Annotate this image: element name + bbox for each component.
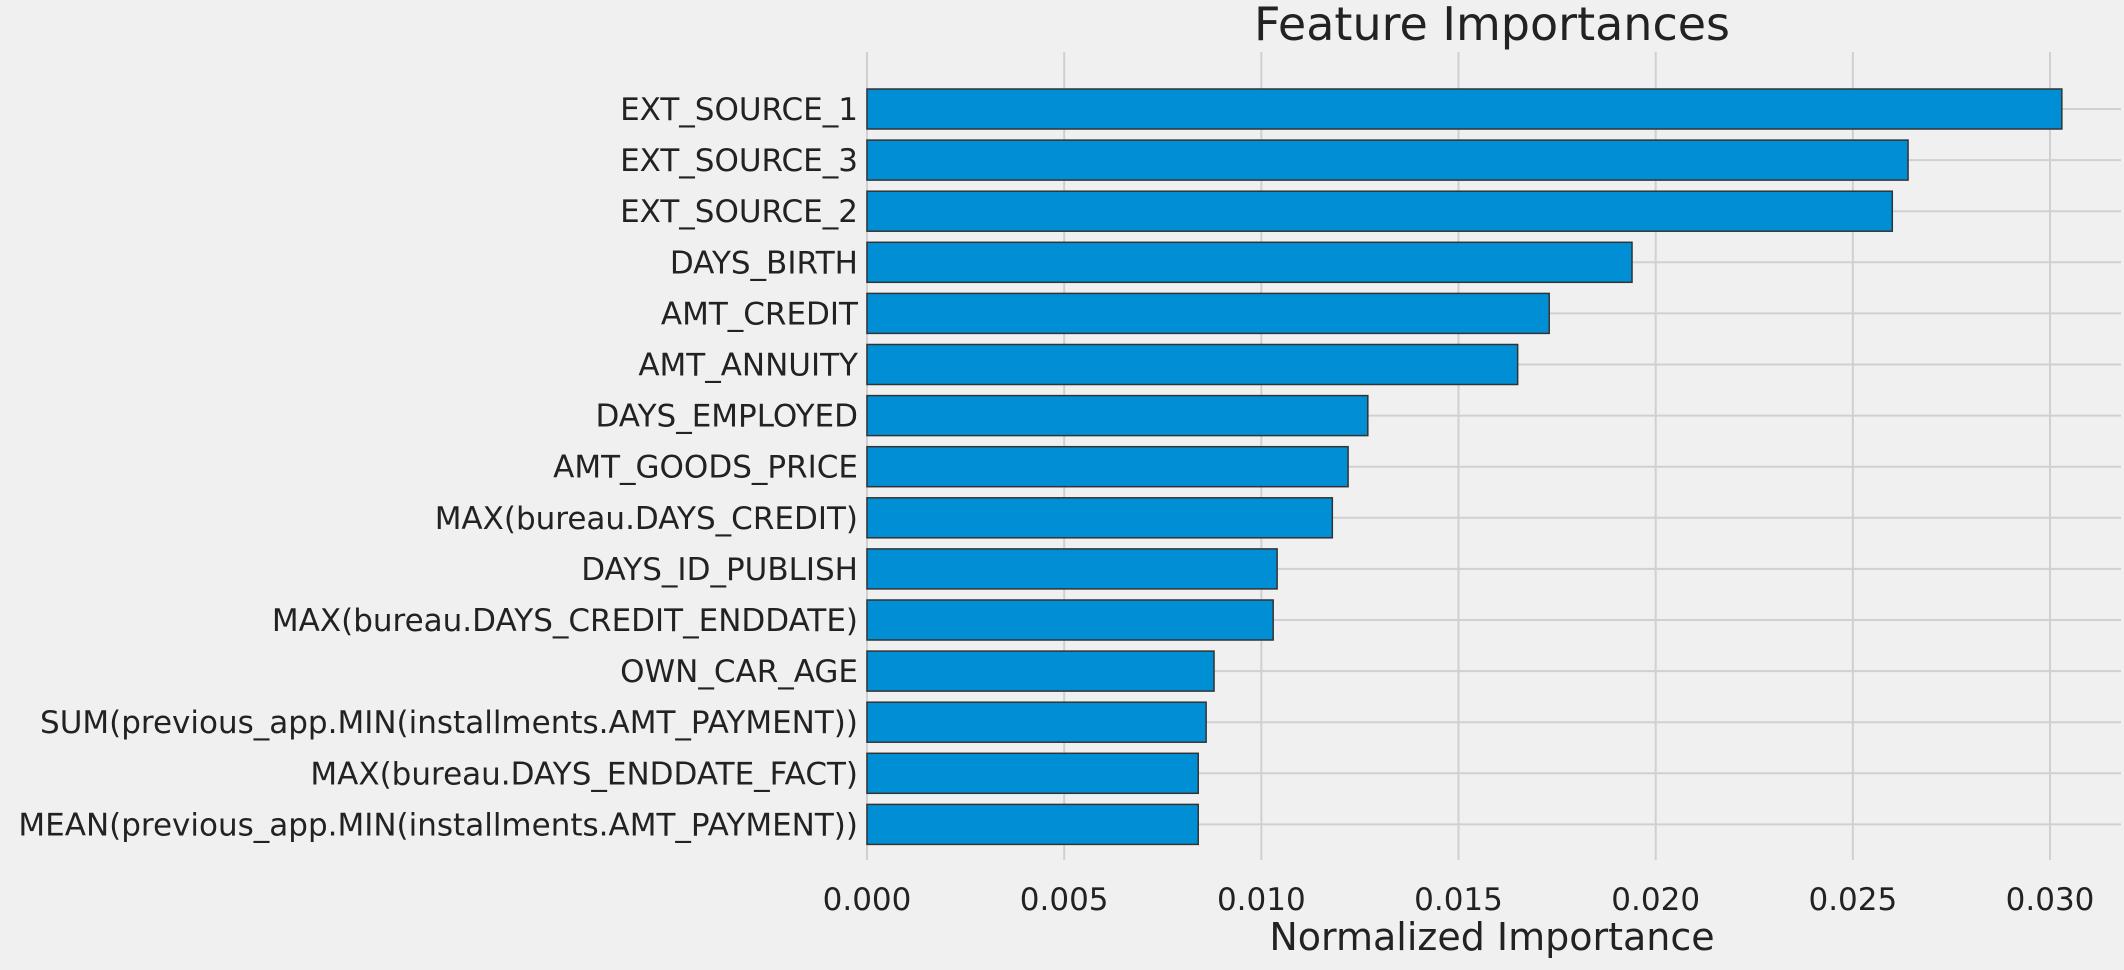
- bar: [866, 139, 1909, 181]
- bar: [866, 650, 1215, 692]
- bar: [866, 803, 1199, 846]
- category-label: OWN_CAR_AGE: [620, 654, 858, 690]
- bar: [866, 548, 1278, 590]
- x-tick-label: 0.010: [1217, 882, 1306, 918]
- bar: [866, 701, 1207, 743]
- category-label: EXT_SOURCE_3: [620, 143, 858, 179]
- bar: [866, 88, 2063, 130]
- x-tick-label: 0.020: [1611, 882, 1700, 918]
- category-label: MEAN(previous_app.MIN(installments.AMT_P…: [18, 807, 858, 843]
- category-labels: EXT_SOURCE_1 EXT_SOURCE_3 EXT_SOURCE_2 DAYS…: [18, 92, 859, 843]
- x-tick-label: 0.025: [1808, 882, 1897, 918]
- bar: [866, 445, 1349, 488]
- category-label: EXT_SOURCE_2: [620, 194, 858, 230]
- bar: [866, 599, 1274, 641]
- category-label: DAYS_ID_PUBLISH: [581, 552, 858, 588]
- category-label: MAX(bureau.DAYS_CREDIT): [435, 501, 858, 537]
- bar: [866, 343, 1519, 386]
- category-label: MAX(bureau.DAYS_ENDDATE_FACT): [310, 756, 858, 792]
- category-label: AMT_CREDIT: [661, 296, 859, 332]
- category-label: AMT_GOODS_PRICE: [553, 450, 858, 486]
- bars-group: [866, 88, 2063, 846]
- x-tick-labels: 0.000 0.005 0.010 0.015 0.020 0.025 0.030: [823, 882, 2095, 918]
- chart-title: Feature Importances: [1254, 0, 1730, 51]
- x-axis-label: Normalized Importance: [1269, 915, 1714, 959]
- bar: [866, 241, 1633, 284]
- category-label: MAX(bureau.DAYS_CREDIT_ENDDATE): [272, 603, 858, 639]
- x-tick-label: 0.005: [1020, 882, 1109, 918]
- bar: [866, 190, 1894, 232]
- bar: [866, 497, 1334, 539]
- x-tick-label: 0.015: [1414, 882, 1503, 918]
- category-label: DAYS_BIRTH: [670, 245, 858, 281]
- bar: [866, 752, 1199, 795]
- category-label: EXT_SOURCE_1: [620, 92, 858, 128]
- category-label: AMT_ANNUITY: [638, 348, 858, 384]
- x-tick-label: 0.000: [823, 882, 912, 918]
- bar: [866, 394, 1369, 437]
- category-label: SUM(previous_app.MIN(installments.AMT_PA…: [40, 705, 858, 741]
- bar: [866, 292, 1550, 335]
- x-tick-label: 0.030: [2006, 882, 2095, 918]
- category-label: DAYS_EMPLOYED: [595, 399, 858, 435]
